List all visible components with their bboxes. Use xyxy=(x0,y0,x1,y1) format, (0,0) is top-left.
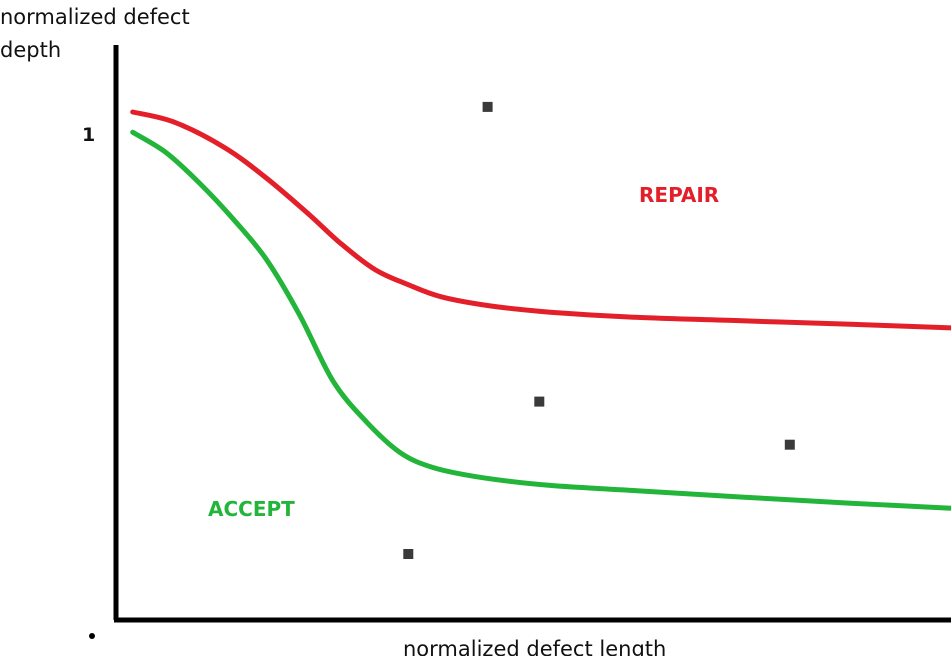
accept-region-label: ACCEPT xyxy=(208,497,295,521)
points-layer xyxy=(403,101,795,559)
origin-dot xyxy=(89,633,95,639)
y-axis-title-line-2: depth xyxy=(0,38,61,62)
accept-boundary-line xyxy=(130,129,951,511)
data-point-2 xyxy=(534,396,545,407)
y-axis-title-line-1: normalized defect xyxy=(0,5,190,29)
data-point-1 xyxy=(482,101,493,112)
repair-boundary-line xyxy=(130,109,951,331)
data-point-4 xyxy=(403,549,414,559)
curves-layer xyxy=(130,109,951,511)
repair-region-label: REPAIR xyxy=(639,183,719,207)
x-axis-title: normalized defect length xyxy=(403,637,666,656)
data-point-3 xyxy=(784,439,795,450)
y-tick-label-1: 1 xyxy=(82,124,95,146)
